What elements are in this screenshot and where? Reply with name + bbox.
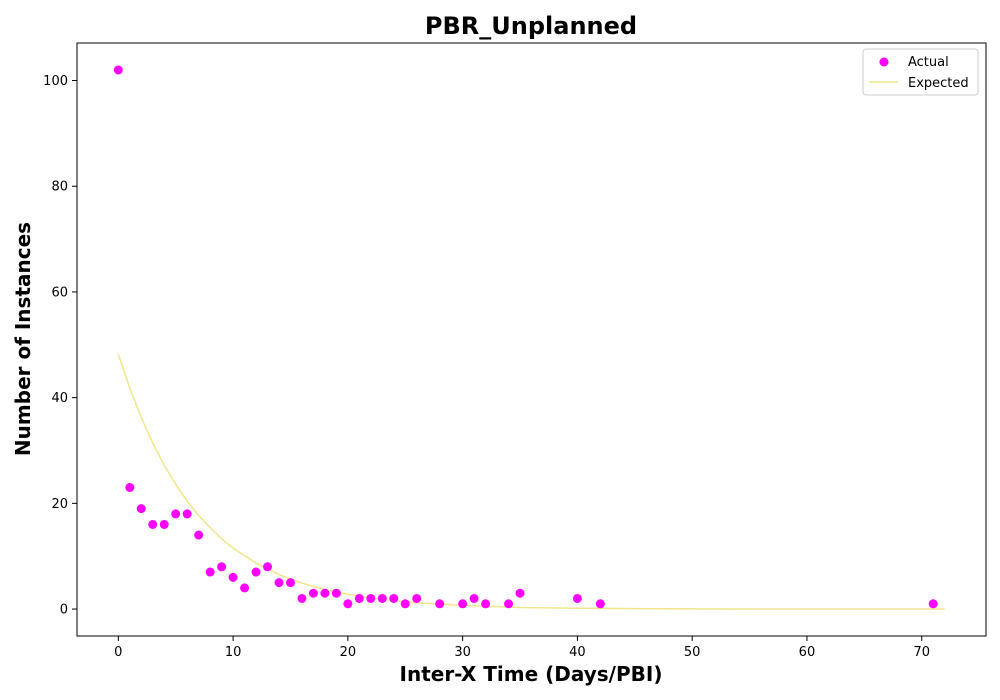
data-point xyxy=(458,599,468,609)
x-tick-label: 0 xyxy=(114,645,122,660)
data-point xyxy=(515,588,525,598)
data-point xyxy=(377,593,387,603)
y-tick-label: 20 xyxy=(51,497,68,512)
data-point xyxy=(354,593,364,603)
legend: Actual Expected xyxy=(862,48,979,96)
data-point xyxy=(389,593,399,603)
y-tick-label: 60 xyxy=(51,285,68,300)
data-point xyxy=(504,599,514,609)
y-tick-label: 80 xyxy=(51,180,68,195)
data-point xyxy=(366,593,376,603)
data-point xyxy=(148,519,158,529)
chart-title: PBR_Unplanned xyxy=(425,12,637,40)
data-point xyxy=(297,593,307,603)
x-tick-label: 30 xyxy=(454,645,471,660)
data-point xyxy=(274,578,284,588)
data-point xyxy=(228,572,238,582)
data-point xyxy=(113,65,123,75)
data-point xyxy=(469,593,479,603)
y-tick-label: 40 xyxy=(51,391,68,406)
y-tick-label: 100 xyxy=(43,74,68,89)
data-point xyxy=(343,599,353,609)
axes-layer: 0 10 20 30 40 50 60 70 0 20 40 60 80 100 xyxy=(43,42,987,660)
legend-box xyxy=(862,48,979,96)
expected-line xyxy=(117,354,945,610)
x-tick-label: 40 xyxy=(569,645,586,660)
legend-marker-actual xyxy=(879,57,889,67)
data-point xyxy=(159,519,169,529)
x-axis-label: Inter-X Time (Days/PBI) xyxy=(400,662,663,686)
legend-label-expected: Expected xyxy=(908,76,969,91)
data-point xyxy=(331,588,341,598)
y-tick-label: 0 xyxy=(60,603,68,618)
data-point xyxy=(205,567,215,577)
data-point xyxy=(194,530,204,540)
data-point xyxy=(481,599,491,609)
x-tick-label: 20 xyxy=(340,645,357,660)
y-axis-label: Number of Instances xyxy=(11,222,35,456)
x-tick-label: 50 xyxy=(684,645,701,660)
plot-frame xyxy=(76,42,987,637)
data-point xyxy=(308,588,318,598)
data-point xyxy=(125,482,135,492)
x-tick-label: 60 xyxy=(799,645,816,660)
data-point xyxy=(251,567,261,577)
data-point xyxy=(136,504,146,514)
data-point xyxy=(435,599,445,609)
data-point xyxy=(171,509,181,519)
data-point xyxy=(240,583,250,593)
series-layer xyxy=(113,65,945,610)
data-point xyxy=(182,509,192,519)
data-point xyxy=(928,599,938,609)
legend-label-actual: Actual xyxy=(908,55,949,70)
x-tick-label: 70 xyxy=(913,645,930,660)
data-point xyxy=(263,562,273,572)
data-point xyxy=(320,588,330,598)
data-point xyxy=(217,562,227,572)
x-tick-label: 10 xyxy=(225,645,242,660)
data-point xyxy=(400,599,410,609)
data-point xyxy=(412,593,422,603)
data-point xyxy=(595,599,605,609)
data-point xyxy=(572,593,582,603)
data-point xyxy=(285,578,295,588)
